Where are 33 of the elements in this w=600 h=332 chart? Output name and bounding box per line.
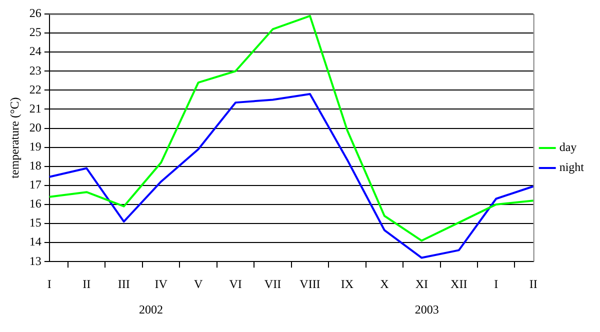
x-tick-label: VII: [264, 276, 282, 291]
x-tick-label: III: [118, 276, 130, 291]
y-tick-label: 24: [29, 44, 42, 58]
y-tick-label: 13: [29, 254, 42, 268]
x-tick-label: XII: [450, 276, 468, 291]
x-tick-label: II: [82, 276, 91, 291]
text: 2002: [139, 302, 164, 317]
x-tick-label: VIII: [300, 276, 320, 291]
x-tick-label: XI: [415, 276, 428, 291]
y-tick-label: 15: [29, 216, 42, 230]
x-tick-label: I: [47, 276, 52, 291]
y-tick-label: 14: [29, 234, 42, 249]
x-tick-label: I: [494, 276, 498, 291]
y-tick-label: 26: [29, 6, 42, 20]
x-tick-label: II: [529, 276, 538, 291]
y-tick-label: 22: [29, 82, 42, 96]
x-tick-label: X: [380, 276, 390, 291]
y-axis-title: temperature (°C): [7, 97, 22, 178]
y-tick-label: 21: [29, 101, 42, 116]
x-tick-label: VI: [229, 276, 242, 291]
y-tick-label: 20: [29, 120, 42, 134]
y-tick-label: 19: [29, 139, 42, 154]
x-tick-label: V: [194, 276, 203, 291]
y-tick-label: 16: [29, 196, 42, 211]
legend-label: day: [559, 140, 577, 154]
y-tick-label: 23: [29, 63, 42, 78]
y-tick-label: 25: [29, 25, 42, 40]
text: 2003: [414, 302, 439, 317]
x-tick-label: IX: [340, 276, 354, 291]
x-tick-label: IV: [154, 276, 168, 291]
y-tick-label: 18: [29, 158, 42, 173]
y-tick-label: 17: [29, 178, 42, 192]
legend-label: night: [559, 160, 585, 174]
